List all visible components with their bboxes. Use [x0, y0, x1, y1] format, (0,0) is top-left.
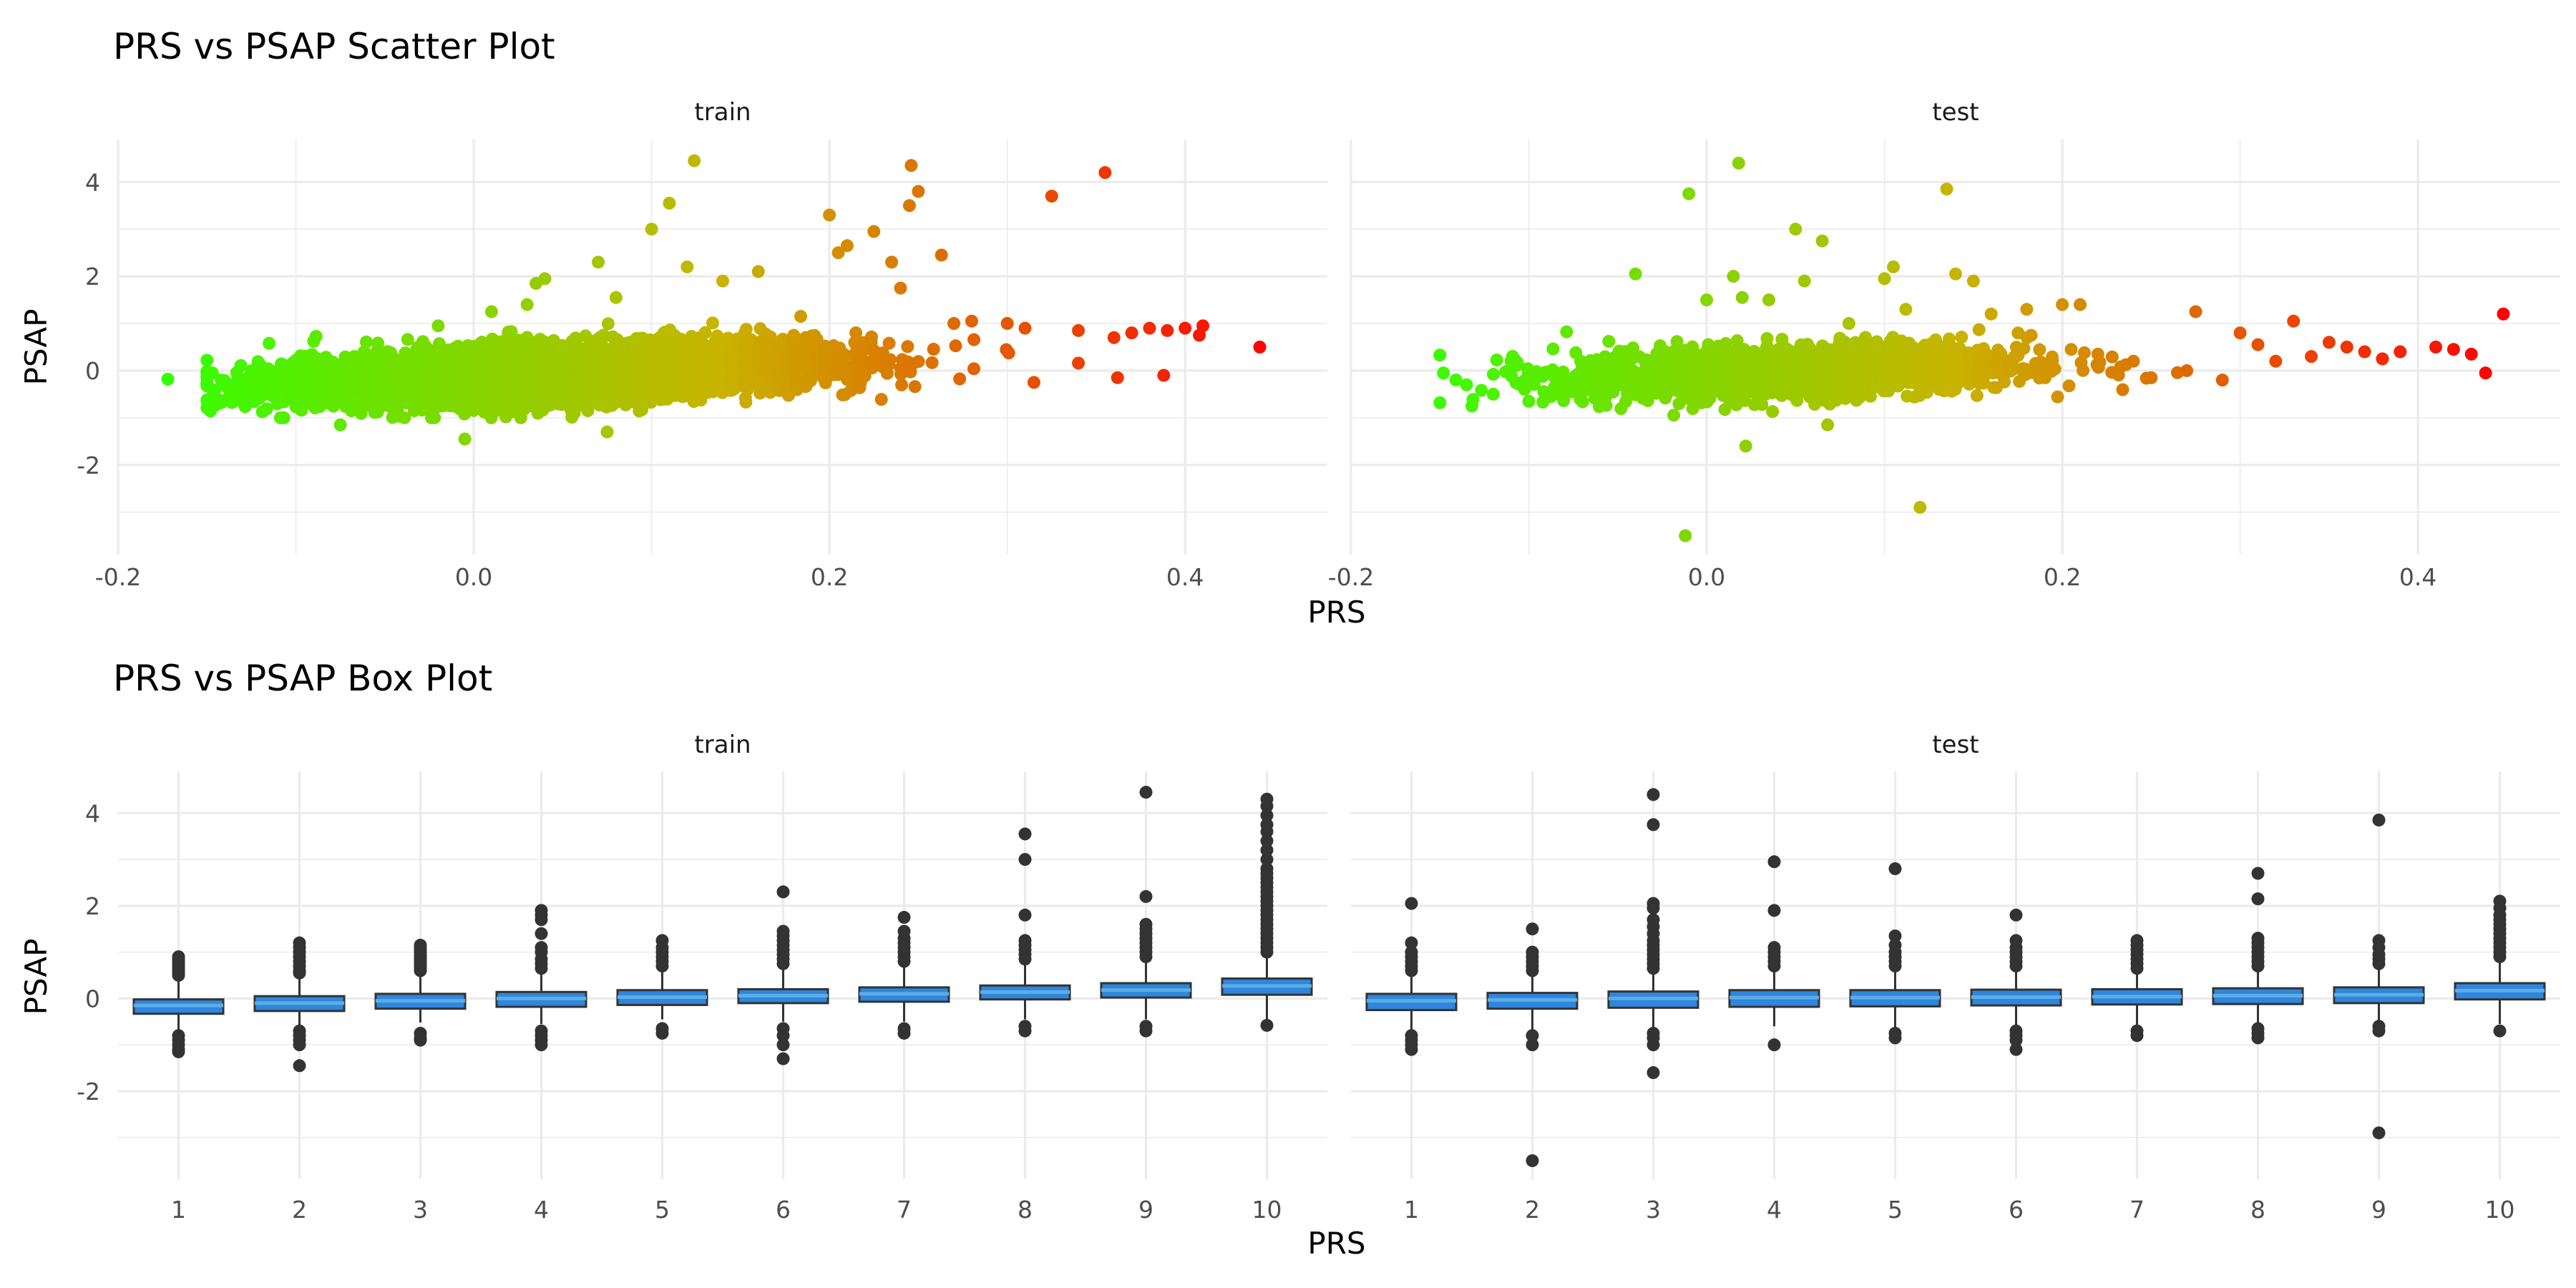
- scatter-point: [263, 336, 276, 350]
- scatter-point: [401, 333, 414, 346]
- scatter-point: [200, 353, 214, 367]
- scatter-point: [398, 411, 411, 424]
- scatter-panel-train: [117, 140, 1327, 555]
- scatter-point: [428, 411, 441, 424]
- scatter-y-axis-title: PSAP: [19, 309, 54, 386]
- scatter-point: [260, 402, 273, 416]
- scatter-plot-title: PRS vs PSAP Scatter Plot: [113, 26, 555, 67]
- scatter-point: [295, 404, 308, 417]
- scatter-x-axis-title: PRS: [1307, 595, 1365, 630]
- scatter-point: [601, 317, 615, 331]
- scatter-point: [208, 383, 222, 396]
- scatter-points-bulk: [200, 310, 1085, 424]
- scatter-point: [277, 411, 291, 424]
- scatter-point: [228, 388, 241, 401]
- scatter-point: [234, 358, 248, 372]
- scatter-point: [359, 335, 373, 348]
